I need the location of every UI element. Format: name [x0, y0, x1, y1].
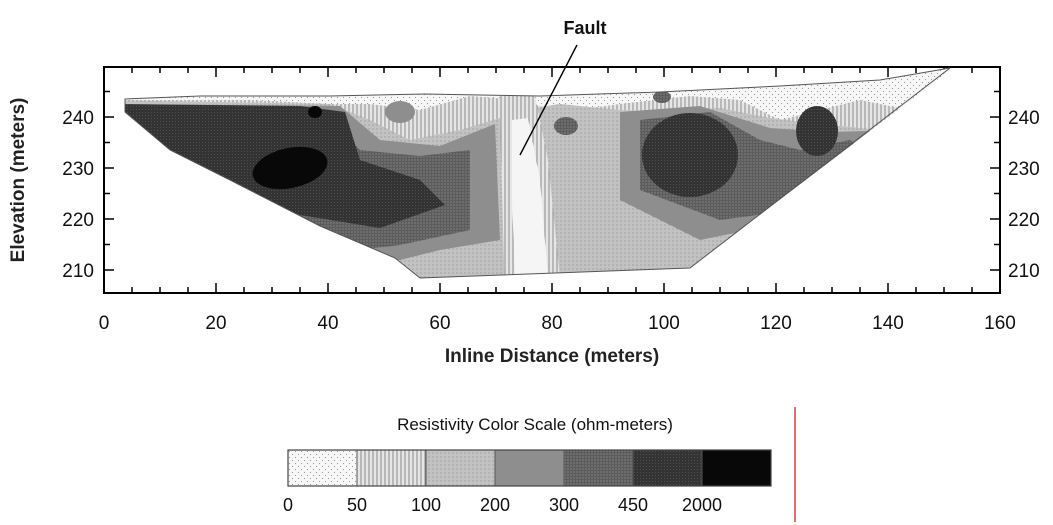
color-scale-tick-label: 2000 [682, 495, 722, 515]
x-tick-label: 140 [872, 313, 904, 334]
color-scale-swatch-450-2000 [632, 449, 703, 487]
x-tick-label: 20 [205, 313, 226, 334]
frame-tick-marks [103, 67, 1001, 293]
x-tick-label: 0 [99, 313, 110, 334]
zone-450-2000-east-b [796, 106, 838, 156]
y-tick-label-right: 240 [1008, 108, 1040, 129]
color-scale-swatch->2000 [701, 449, 772, 487]
color-scale-tick-label: 50 [347, 495, 367, 515]
y-tick-label-left: 230 [62, 159, 94, 180]
y-tick-label-left: 240 [62, 108, 94, 129]
x-tick-label: 120 [760, 313, 792, 334]
color-scale-swatch-200-300 [494, 449, 565, 487]
x-tick-label: 80 [541, 313, 562, 334]
x-tick-label: 60 [429, 313, 450, 334]
fault-leader-line [519, 44, 578, 156]
x-tick-label: 100 [648, 313, 680, 334]
y-tick-labels-left: 210 220 230 240 [62, 108, 94, 282]
color-scale-tick-labels: 0 50 100 200 300 450 2000 [283, 495, 722, 515]
y-axis-label: Elevation (meters) [8, 98, 29, 263]
zone-450-2000-east-a [642, 113, 738, 197]
x-tick-labels: 0 20 40 60 80 100 120 140 160 [99, 313, 1016, 334]
x-tick-label: 160 [984, 313, 1016, 334]
x-tick-label: 40 [317, 313, 338, 334]
color-scale-legend [287, 449, 772, 487]
profile-outline [124, 67, 951, 279]
y-tick-label-left: 210 [62, 261, 94, 282]
fault-zone-0-50 [512, 118, 548, 278]
y-tick-label-right: 210 [1008, 261, 1040, 282]
color-scale-title: Resistivity Color Scale (ohm-meters) [397, 415, 673, 434]
color-scale-swatch-300-450 [563, 449, 634, 487]
zone-200-300-pocket-a [385, 101, 415, 123]
fault-annotation: Fault [564, 18, 607, 38]
zone-over-2000-small [308, 106, 322, 118]
color-scale-swatch-50-100 [356, 449, 427, 487]
zone-300-450-pocket-b [653, 91, 671, 103]
y-tick-label-right: 220 [1008, 210, 1040, 231]
y-tick-label-right: 230 [1008, 159, 1040, 180]
color-scale-tick-label: 200 [480, 495, 510, 515]
color-scale-swatch-0-50 [287, 449, 358, 487]
color-scale-tick-label: 100 [411, 495, 441, 515]
color-scale-tick-label: 450 [618, 495, 648, 515]
zone-300-450-pocket [554, 117, 578, 135]
color-scale-tick-label: 300 [549, 495, 579, 515]
x-axis-label: Inline Distance (meters) [445, 346, 659, 367]
color-scale-tick-label: 0 [283, 495, 293, 515]
color-scale-swatch-100-200 [425, 449, 496, 487]
color-scale-border [287, 449, 772, 487]
zone-over-2000-west [252, 146, 328, 190]
y-tick-labels-right: 210 220 230 240 [1008, 108, 1040, 282]
y-tick-label-left: 220 [62, 210, 94, 231]
